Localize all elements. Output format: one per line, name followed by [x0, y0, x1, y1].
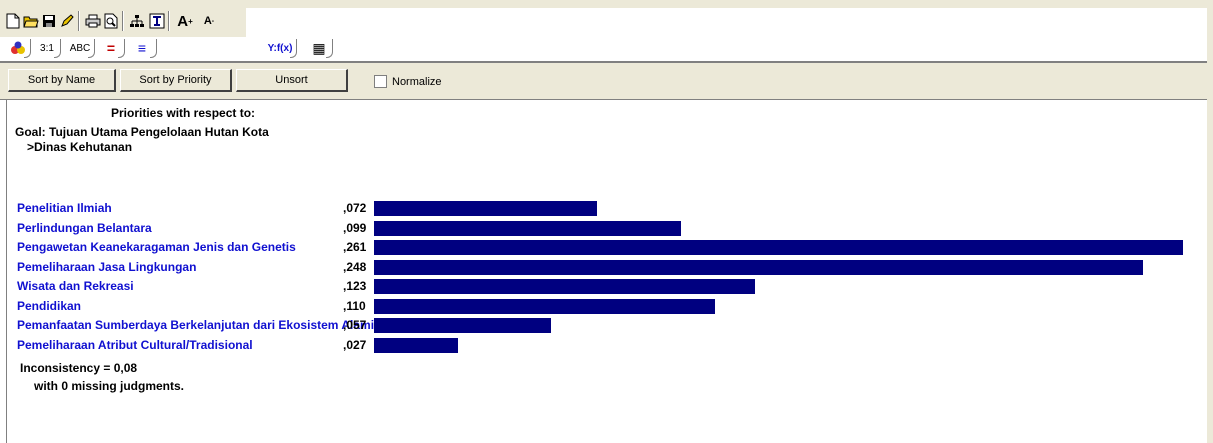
priority-label: Wisata dan Rekreasi [17, 279, 134, 293]
priority-bar [374, 318, 551, 333]
save-icon[interactable] [40, 11, 58, 31]
priority-bar [374, 220, 681, 236]
priority-label: Pemeliharaan Atribut Cultural/Tradisiona… [17, 337, 253, 352]
sort-by-priority-button[interactable]: Sort by Priority [120, 69, 232, 92]
tab-graphical[interactable]: = [100, 39, 125, 58]
tab-function[interactable]: Y:f(x) [266, 39, 297, 58]
priority-value: ,110 [343, 298, 366, 313]
priority-label: Pendidikan [17, 298, 82, 313]
priority-value: ,057 [343, 318, 367, 332]
open-folder-icon[interactable] [22, 11, 40, 31]
priority-bar [374, 259, 1143, 275]
inconsistency-label: Inconsistency = 0,08 [20, 361, 138, 375]
priority-bar [374, 201, 597, 216]
priority-label: Perlindungan Belantara [17, 220, 152, 235]
priority-label: Pengawetan Keanekaragaman Jenis dan Gene… [17, 240, 296, 254]
window-top-strip [0, 0, 1213, 8]
tab-sorted-bars[interactable]: ≡ [130, 39, 157, 58]
priorities-pane: Priorities with respect to: Goal: Tujuan… [6, 100, 1209, 443]
print-icon[interactable] [84, 11, 102, 31]
priorities-title: Priorities with respect to: [111, 106, 256, 120]
unsort-button[interactable]: Unsort [236, 69, 348, 92]
toolbar-separator [78, 11, 80, 31]
toolbar: A + A- [0, 8, 246, 37]
view-tabs: 3:1 ABC = ≡ Y:f(x) ▦ [0, 37, 1213, 61]
window-right-edge [1207, 0, 1213, 443]
priority-bar [374, 240, 1183, 255]
tab-matrix[interactable]: ▦ [308, 39, 333, 58]
normalize-label: Normalize [392, 75, 442, 88]
priority-label: Pemanfaatan Sumberdaya Berkelanjutan dar… [17, 318, 375, 332]
sort-by-name-button[interactable]: Sort by Name [8, 69, 116, 92]
font-decrease-icon[interactable]: A- [203, 15, 215, 27]
toolbar-separator [168, 11, 170, 31]
priority-value: ,261 [343, 240, 367, 254]
priority-label: Pemeliharaan Jasa Lingkungan [17, 259, 197, 274]
missing-judgments-label: with 0 missing judgments. [34, 379, 185, 393]
tab-divider [0, 61, 1213, 63]
toolbar-separator [122, 11, 124, 31]
colored-drops-icon [11, 41, 25, 54]
priority-bar [374, 337, 458, 353]
subgoal-label: >Dinas Kehutanan [27, 140, 133, 154]
hierarchy-icon[interactable] [128, 11, 146, 31]
priority-value: ,099 [343, 220, 367, 235]
tree-icon[interactable] [148, 11, 166, 31]
sort-bar: Sort by Name Sort by Priority Unsort Nor… [0, 63, 1213, 100]
priority-value: ,123 [343, 279, 367, 293]
font-increase-icon[interactable]: A + [177, 12, 193, 30]
tab-verbal[interactable]: ABC [68, 39, 95, 58]
tab-colored-drops[interactable] [8, 39, 31, 58]
tab-ratio[interactable]: 3:1 [36, 39, 61, 58]
goal-label: Goal: Tujuan Utama Pengelolaan Hutan Kot… [15, 125, 269, 139]
priority-value: ,248 [343, 259, 367, 274]
priority-label: Penelitian Ilmiah [17, 201, 112, 215]
priority-value: ,027 [343, 337, 367, 352]
edit-icon[interactable] [58, 11, 76, 31]
normalize-checkbox-box[interactable] [374, 75, 387, 88]
priority-value: ,072 [343, 201, 367, 215]
normalize-checkbox[interactable]: Normalize [374, 75, 442, 88]
print-preview-icon[interactable] [102, 11, 120, 31]
priority-bar [374, 298, 715, 314]
new-file-icon[interactable] [4, 11, 22, 31]
priority-bar [374, 279, 755, 294]
